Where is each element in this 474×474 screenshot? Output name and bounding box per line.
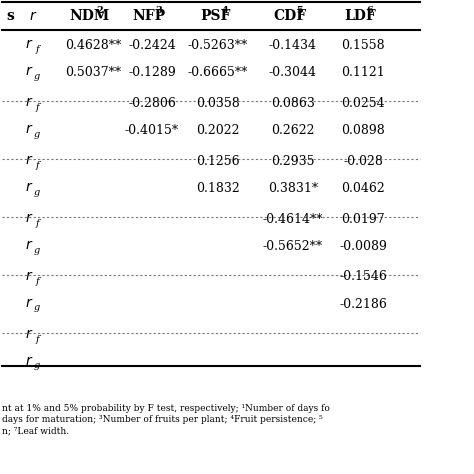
Text: n; ⁷Leaf width.: n; ⁷Leaf width. bbox=[2, 426, 69, 435]
Text: 5: 5 bbox=[297, 6, 303, 15]
Text: 3: 3 bbox=[155, 6, 162, 15]
Text: $r$: $r$ bbox=[25, 153, 33, 167]
Text: -0.5263**: -0.5263** bbox=[188, 38, 248, 52]
Text: $r$: $r$ bbox=[25, 180, 33, 194]
Text: -0.2806: -0.2806 bbox=[128, 97, 176, 109]
Text: CDF: CDF bbox=[273, 9, 307, 23]
Text: 0.5037**: 0.5037** bbox=[65, 65, 121, 79]
Text: -0.3044: -0.3044 bbox=[269, 65, 317, 79]
Text: $r$: $r$ bbox=[25, 296, 33, 310]
Text: f: f bbox=[35, 335, 39, 344]
Text: 6: 6 bbox=[366, 6, 373, 15]
Text: days for maturation; ³Number of fruits per plant; ⁴Fruit persistence; ⁵: days for maturation; ³Number of fruits p… bbox=[2, 415, 323, 424]
Text: -0.028: -0.028 bbox=[343, 155, 383, 167]
Text: -0.1289: -0.1289 bbox=[128, 65, 176, 79]
Text: 0.0863: 0.0863 bbox=[271, 97, 315, 109]
Text: 2: 2 bbox=[97, 6, 103, 15]
Text: $r$: $r$ bbox=[25, 238, 33, 252]
Text: $r$: $r$ bbox=[25, 354, 33, 368]
Text: -0.6665**: -0.6665** bbox=[188, 65, 248, 79]
Text: 0.1121: 0.1121 bbox=[341, 65, 385, 79]
Text: $r$: $r$ bbox=[25, 327, 33, 341]
Text: 0.0254: 0.0254 bbox=[341, 97, 385, 109]
Text: $r$: $r$ bbox=[29, 9, 37, 23]
Text: $r$: $r$ bbox=[25, 269, 33, 283]
Text: 4: 4 bbox=[221, 6, 228, 15]
Text: 0.2935: 0.2935 bbox=[271, 155, 315, 167]
Text: 0.2022: 0.2022 bbox=[196, 124, 240, 137]
Text: g: g bbox=[34, 129, 40, 138]
Text: $r$: $r$ bbox=[25, 211, 33, 225]
Text: NFP: NFP bbox=[132, 9, 165, 23]
Text: f: f bbox=[35, 161, 39, 170]
Text: -0.4015*: -0.4015* bbox=[125, 124, 179, 137]
Text: -0.0089: -0.0089 bbox=[339, 239, 387, 253]
Text: g: g bbox=[34, 72, 40, 81]
Text: -0.4614**: -0.4614** bbox=[263, 212, 323, 226]
Text: f: f bbox=[35, 102, 39, 111]
Text: -0.1434: -0.1434 bbox=[269, 38, 317, 52]
Text: 0.1256: 0.1256 bbox=[196, 155, 240, 167]
Text: -0.2186: -0.2186 bbox=[339, 298, 387, 310]
Text: -0.1546: -0.1546 bbox=[339, 271, 387, 283]
Text: 0.4628**: 0.4628** bbox=[65, 38, 121, 52]
Text: 0.0358: 0.0358 bbox=[196, 97, 240, 109]
Text: 0.3831*: 0.3831* bbox=[268, 182, 318, 194]
Text: 0.1832: 0.1832 bbox=[196, 182, 240, 194]
Text: g: g bbox=[34, 246, 40, 255]
Text: $r$: $r$ bbox=[25, 122, 33, 136]
Text: 0.2622: 0.2622 bbox=[271, 124, 315, 137]
Text: NDM: NDM bbox=[70, 9, 110, 23]
Text: nt at 1% and 5% probability by F test, respectively; ¹Number of days fo: nt at 1% and 5% probability by F test, r… bbox=[2, 404, 330, 413]
Text: PSF: PSF bbox=[200, 9, 230, 23]
Text: 0.0462: 0.0462 bbox=[341, 182, 385, 194]
Text: g: g bbox=[34, 362, 40, 371]
Text: $r$: $r$ bbox=[25, 64, 33, 78]
Text: g: g bbox=[34, 188, 40, 197]
Text: $r$: $r$ bbox=[25, 95, 33, 109]
Text: 0.1558: 0.1558 bbox=[341, 38, 385, 52]
Text: $r$: $r$ bbox=[25, 37, 33, 51]
Text: s: s bbox=[6, 9, 14, 23]
Text: f: f bbox=[35, 45, 39, 54]
Text: -0.5652**: -0.5652** bbox=[263, 239, 323, 253]
Text: f: f bbox=[35, 276, 39, 285]
Text: f: f bbox=[35, 219, 39, 228]
Text: LDF: LDF bbox=[344, 9, 376, 23]
Text: 0.0197: 0.0197 bbox=[341, 212, 385, 226]
Text: -0.2424: -0.2424 bbox=[128, 38, 176, 52]
Text: 0.0898: 0.0898 bbox=[341, 124, 385, 137]
Text: g: g bbox=[34, 303, 40, 312]
